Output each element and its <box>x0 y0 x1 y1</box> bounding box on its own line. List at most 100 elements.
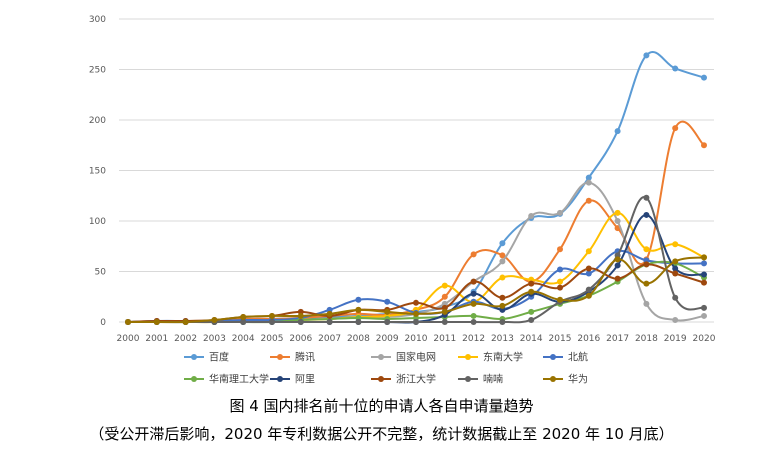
legend-swatch-marker <box>191 354 197 360</box>
legend-swatch-marker <box>378 376 384 382</box>
data-point <box>643 246 650 253</box>
data-point <box>269 319 275 325</box>
legend-item: 腾讯 <box>270 351 315 364</box>
data-point <box>614 262 621 269</box>
data-point <box>182 319 189 325</box>
data-point <box>297 312 304 319</box>
legend-label: 北航 <box>568 351 588 364</box>
figure-caption-note: （受公开滞后影响，2020 年专利数据公开不完整，统计数据截止至 2020 年 … <box>89 425 674 443</box>
data-point <box>355 306 362 313</box>
gridlines <box>119 18 714 323</box>
data-point <box>643 194 650 201</box>
data-point <box>701 260 707 267</box>
data-point <box>441 293 448 300</box>
x-tick-label: 2020 <box>693 334 716 344</box>
legend-label: 喃喃 <box>483 373 503 386</box>
data-point <box>499 240 506 247</box>
data-point <box>557 284 563 291</box>
data-point <box>643 211 650 218</box>
x-tick-label: 2016 <box>577 334 600 344</box>
data-point <box>499 294 506 301</box>
y-tick-label: 100 <box>89 217 106 227</box>
data-point <box>557 209 563 216</box>
data-point <box>470 300 477 307</box>
data-point <box>413 310 419 317</box>
x-tick-label: 2002 <box>174 334 197 344</box>
x-tick-label: 2011 <box>433 334 456 344</box>
data-point <box>384 298 391 305</box>
data-point <box>470 251 477 258</box>
data-point <box>499 258 506 265</box>
data-point <box>384 308 391 315</box>
x-tick-label: 2010 <box>405 334 428 344</box>
data-point <box>672 258 679 265</box>
data-point <box>384 319 391 325</box>
x-tick-label: 2009 <box>376 334 399 344</box>
data-point <box>499 319 506 325</box>
data-point <box>672 125 679 132</box>
data-point <box>441 319 448 325</box>
legend-item: 百度 <box>184 351 229 364</box>
x-tick-label: 2017 <box>606 334 629 344</box>
x-tick-label: 2004 <box>232 334 255 344</box>
legend-swatch-marker <box>465 376 471 382</box>
y-tick-label: 200 <box>89 116 106 126</box>
series-9 <box>125 254 707 325</box>
x-tick-label: 2013 <box>491 334 514 344</box>
data-point <box>153 319 160 325</box>
legend-item: 东南大学 <box>458 351 523 364</box>
legend-label: 东南大学 <box>483 351 523 364</box>
x-tick-label: 2007 <box>318 334 341 344</box>
data-point <box>672 241 679 248</box>
data-point <box>297 319 304 325</box>
data-point <box>585 248 592 255</box>
data-point <box>326 310 333 317</box>
legend-item: 华南理工大学 <box>184 373 269 386</box>
data-point <box>672 265 679 272</box>
data-point <box>528 316 535 323</box>
y-tick-label: 300 <box>89 15 106 25</box>
data-point <box>585 292 592 299</box>
legend-swatch-marker <box>191 376 197 382</box>
data-point <box>499 274 506 281</box>
y-tick-label: 250 <box>89 66 106 76</box>
data-point <box>355 319 362 325</box>
data-point <box>672 316 679 323</box>
data-point <box>701 304 707 311</box>
data-point <box>557 278 563 285</box>
x-tick-label: 2006 <box>289 334 312 344</box>
data-point <box>585 270 592 277</box>
x-tick-label: 2008 <box>347 334 370 344</box>
data-point <box>499 252 506 259</box>
legend-item: 华为 <box>543 373 588 386</box>
data-point <box>125 319 131 325</box>
legend-label: 百度 <box>209 351 229 364</box>
legend-swatch-marker <box>277 376 283 382</box>
legend-swatch-marker <box>277 354 283 360</box>
data-point <box>701 312 707 319</box>
data-point <box>441 282 448 289</box>
data-point <box>528 212 535 219</box>
legend-label: 国家电网 <box>396 351 436 364</box>
data-point <box>413 299 419 306</box>
data-point <box>470 278 477 285</box>
legend-swatch-marker <box>378 354 384 360</box>
legend-label: 阿里 <box>295 374 315 386</box>
legend-swatch-marker <box>465 354 471 360</box>
data-point <box>528 308 535 315</box>
data-point <box>470 319 477 325</box>
y-tick-label: 0 <box>100 318 106 328</box>
series-line <box>128 213 705 324</box>
legend-item: 喃喃 <box>458 373 503 386</box>
data-point <box>413 319 419 325</box>
data-point <box>499 302 506 309</box>
series-8 <box>125 194 707 325</box>
x-tick-label: 2014 <box>520 334 543 344</box>
data-point <box>557 296 563 303</box>
data-point <box>441 308 448 315</box>
data-point <box>701 254 707 261</box>
data-point <box>528 280 535 287</box>
x-tick-label: 2015 <box>549 334 572 344</box>
data-point <box>528 288 535 295</box>
